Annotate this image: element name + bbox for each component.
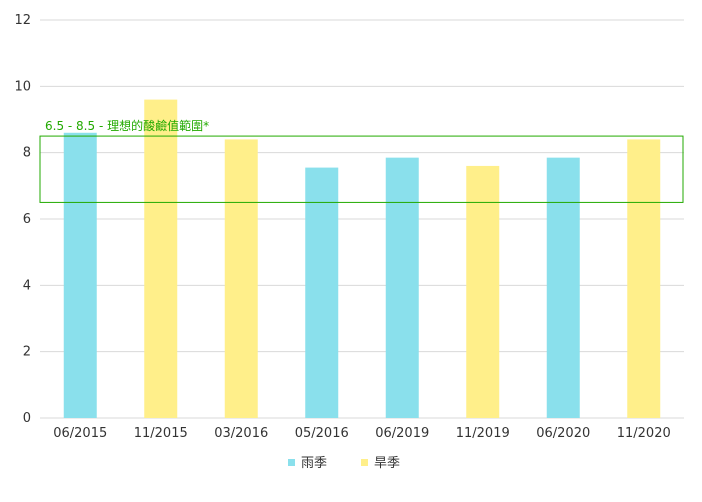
x-tick-label: 11/2015 bbox=[134, 426, 188, 441]
y-tick-label: 12 bbox=[14, 13, 31, 28]
ideal-range-band: 6.5 - 8.5 - 理想的酸鹼值範圍* bbox=[39, 118, 684, 203]
x-tick-label: 05/2016 bbox=[295, 426, 349, 441]
gridlines bbox=[40, 19, 684, 419]
x-tick-label: 11/2020 bbox=[617, 426, 671, 441]
x-tick-label: 11/2019 bbox=[456, 426, 510, 441]
legend-label-rainy[interactable]: 雨季 bbox=[301, 456, 327, 471]
legend[interactable]: 雨季 旱季 bbox=[288, 456, 400, 471]
ideal-range-rect bbox=[39, 135, 684, 203]
x-tick-label: 06/2019 bbox=[375, 426, 429, 441]
legend-swatch-dry[interactable] bbox=[361, 459, 368, 466]
legend-swatch-rainy[interactable] bbox=[288, 459, 295, 466]
y-tick-label: 4 bbox=[23, 278, 31, 293]
ideal-range-label: 6.5 - 8.5 - 理想的酸鹼值範圍* bbox=[45, 118, 209, 133]
x-axis-ticks: 06/2015 11/2015 03/2016 05/2016 06/2019 11/20… bbox=[53, 426, 671, 441]
x-tick-label: 03/2016 bbox=[214, 426, 268, 441]
y-axis-ticks: 0 2 4 6 8 10 12 bbox=[14, 13, 31, 426]
x-tick-label: 06/2020 bbox=[536, 426, 590, 441]
y-tick-label: 8 bbox=[23, 146, 31, 161]
bar-11-2015[interactable] bbox=[144, 99, 178, 418]
bar-11-2019[interactable] bbox=[466, 165, 500, 418]
y-tick-label: 10 bbox=[14, 79, 31, 94]
legend-label-dry[interactable]: 旱季 bbox=[374, 456, 400, 471]
bar-03-2016[interactable] bbox=[224, 139, 258, 418]
bar-11-2020[interactable] bbox=[627, 139, 661, 418]
y-tick-label: 6 bbox=[23, 212, 31, 227]
bar-06-2015[interactable] bbox=[63, 132, 97, 418]
bar-06-2020[interactable] bbox=[546, 157, 580, 418]
y-tick-label: 2 bbox=[23, 345, 31, 360]
bar-06-2019[interactable] bbox=[385, 157, 419, 418]
x-tick-label: 06/2015 bbox=[53, 426, 107, 441]
y-tick-label: 0 bbox=[23, 411, 31, 426]
bars bbox=[63, 99, 661, 418]
bar-05-2016[interactable] bbox=[305, 167, 339, 418]
